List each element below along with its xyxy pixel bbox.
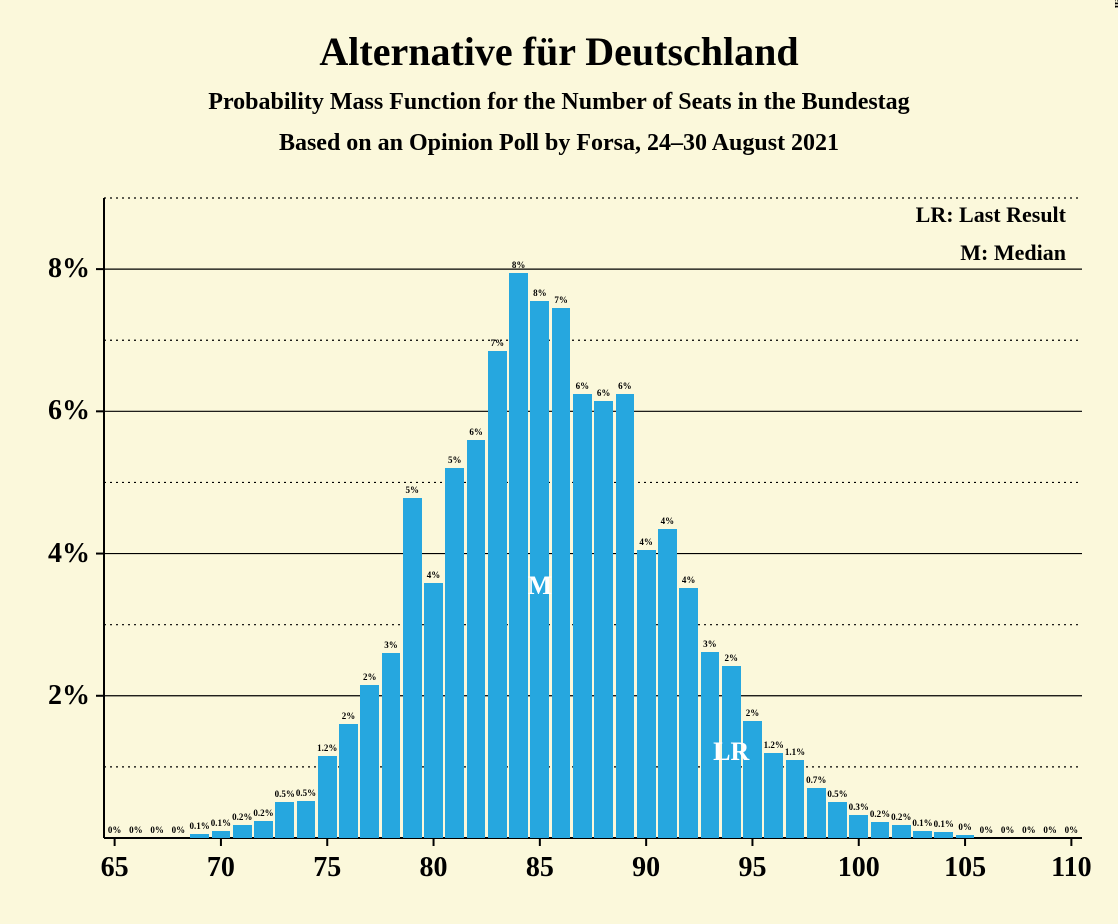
copyright-text: © 2021 Filip van Laenen	[1112, 0, 1118, 8]
x-tick-label: 75	[313, 852, 341, 884]
chart-subtitle-1: Probability Mass Function for the Number…	[0, 89, 1118, 116]
markers-layer: M LR	[104, 198, 1082, 838]
x-tick-label: 110	[1051, 852, 1091, 884]
y-tick-label: 4%	[0, 538, 90, 570]
legend-line-1: LR: Last Result	[916, 202, 1066, 228]
x-tick-label: 70	[207, 852, 235, 884]
y-tick-label: 6%	[0, 395, 90, 427]
x-tick-label: 105	[944, 852, 986, 884]
x-tick-label: 90	[632, 852, 660, 884]
median-marker: M	[528, 571, 553, 601]
x-tick-label: 65	[101, 852, 129, 884]
x-tick-label: 80	[420, 852, 448, 884]
x-tick-label: 100	[838, 852, 880, 884]
chart-title: Alternative für Deutschland	[0, 28, 1118, 75]
legend-line-2: M: Median	[960, 240, 1066, 266]
x-tick-label: 85	[526, 852, 554, 884]
x-tick-label: 95	[738, 852, 766, 884]
y-tick-label: 2%	[0, 680, 90, 712]
last-result-marker: LR	[713, 737, 749, 767]
title-block: Alternative für Deutschland Probability …	[0, 28, 1118, 157]
y-tick-label: 8%	[0, 253, 90, 285]
plot-area: 0%0%0%0%0.1%0.1%0.2%0.2%0.5%0.5%1.2%2%2%…	[104, 198, 1082, 838]
chart-subtitle-2: Based on an Opinion Poll by Forsa, 24–30…	[0, 130, 1118, 157]
chart-canvas: © 2021 Filip van Laenen Alternative für …	[0, 0, 1118, 924]
